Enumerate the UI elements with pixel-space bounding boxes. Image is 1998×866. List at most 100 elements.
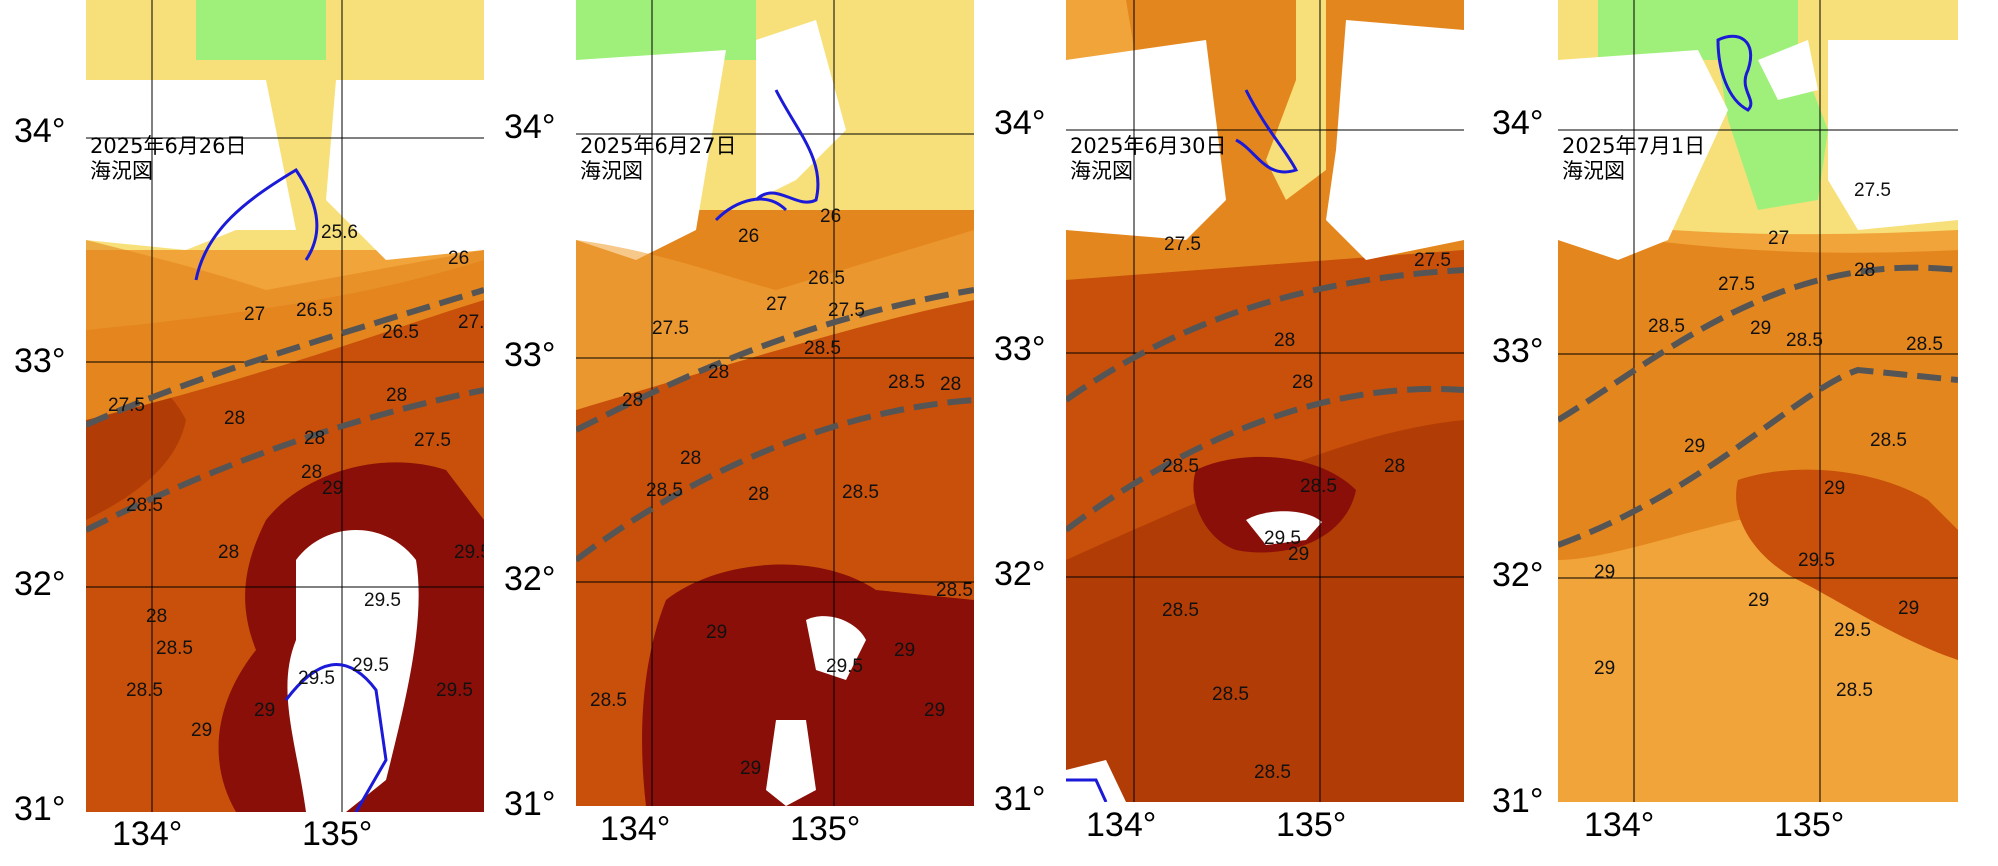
panel-subtitle: 海況図 bbox=[1070, 159, 1133, 183]
contour-label: 28.5 bbox=[888, 372, 925, 393]
contour-label: 26.5 bbox=[382, 322, 419, 343]
lat-label-33: 33° bbox=[504, 336, 556, 374]
contour-label: 29.5 bbox=[1798, 550, 1835, 571]
contour-label: 28 bbox=[748, 484, 770, 505]
contour-label: 27.5 bbox=[1718, 274, 1755, 295]
lat-label-32: 32° bbox=[14, 565, 66, 603]
contour-label: 26 bbox=[448, 248, 470, 269]
lat-label-31: 31° bbox=[994, 780, 1046, 818]
contour-label: 29 bbox=[191, 720, 213, 741]
contour-label: 29 bbox=[894, 640, 916, 661]
lat-label-34: 34° bbox=[14, 112, 66, 150]
contour-label: 28 bbox=[622, 390, 644, 411]
contour-label: 27.5 bbox=[414, 430, 451, 451]
lat-label-31: 31° bbox=[1492, 782, 1544, 820]
lat-label-32: 32° bbox=[1492, 556, 1544, 594]
contour-label: 29 bbox=[322, 478, 344, 499]
contour-label: 29.5 bbox=[364, 590, 401, 611]
contour-label: 29 bbox=[706, 622, 728, 643]
contour-label: 28.5 bbox=[156, 638, 193, 659]
contour-label: 28.5 bbox=[126, 680, 163, 701]
contour-label: 26 bbox=[738, 226, 760, 247]
panel-title-2: 2025年6月27日 海況図 bbox=[580, 134, 737, 184]
lon-label-134: 134° bbox=[112, 815, 183, 853]
contour-label: 28 bbox=[146, 606, 168, 627]
lon-label-135: 135° bbox=[1774, 806, 1845, 844]
contour-label: 28 bbox=[1274, 330, 1296, 351]
lat-label-31: 31° bbox=[504, 785, 556, 823]
contour-label: 28 bbox=[940, 374, 962, 395]
contour-label: 28.5 bbox=[842, 482, 879, 503]
contour-label: 28.5 bbox=[1162, 456, 1199, 477]
contour-label: 28.5 bbox=[1300, 476, 1337, 497]
lat-label-34: 34° bbox=[994, 104, 1046, 142]
contour-label: 27.5 bbox=[458, 312, 484, 333]
contour-label: 28.5 bbox=[1786, 330, 1823, 351]
lat-label-34: 34° bbox=[504, 108, 556, 146]
contour-label: 28.5 bbox=[1870, 430, 1907, 451]
contour-label: 28 bbox=[218, 542, 240, 563]
lat-label-32: 32° bbox=[994, 555, 1046, 593]
contour-label: 26.5 bbox=[808, 268, 845, 289]
contour-label: 28 bbox=[1384, 456, 1406, 477]
contour-label: 27.5 bbox=[828, 300, 865, 321]
contour-label: 28.5 bbox=[1906, 334, 1943, 355]
panel-subtitle: 海況図 bbox=[1562, 159, 1625, 183]
contour-label: 28 bbox=[680, 448, 702, 469]
panel-title-4: 2025年7月1日 海況図 bbox=[1562, 134, 1705, 184]
contour-label: 28.5 bbox=[1254, 762, 1291, 783]
contour-label: 27 bbox=[766, 294, 788, 315]
contour-label: 27.5 bbox=[1414, 250, 1451, 271]
lat-label-33: 33° bbox=[14, 342, 66, 380]
contour-label: 29 bbox=[1748, 590, 1770, 611]
contour-label: 28 bbox=[708, 362, 730, 383]
contour-label: 28.5 bbox=[1162, 600, 1199, 621]
contour-label: 28 bbox=[304, 428, 326, 449]
contour-label: 27.5 bbox=[108, 395, 145, 416]
map-canvas-1: 2025年6月26日 海況図 25.6 26 26.5 27 27.5 27.5… bbox=[86, 0, 484, 812]
lat-label-33: 33° bbox=[994, 330, 1046, 368]
map-canvas-3: 2025年6月30日 海況図 27.5 27.5 28 28 28 28.5 2… bbox=[1066, 0, 1464, 802]
lon-label-135: 135° bbox=[1276, 806, 1347, 844]
lon-label-134: 134° bbox=[1584, 806, 1655, 844]
contour-label: 28.5 bbox=[126, 495, 163, 516]
panel-title-3: 2025年6月30日 海況図 bbox=[1070, 134, 1227, 184]
contour-label: 28.5 bbox=[590, 690, 627, 711]
contour-label: 28 bbox=[224, 408, 246, 429]
contour-label: 29.5 bbox=[352, 655, 389, 676]
contour-label: 27 bbox=[1768, 228, 1790, 249]
contour-label: 28.5 bbox=[936, 580, 973, 601]
contour-label: 28 bbox=[1292, 372, 1314, 393]
contour-label: 29 bbox=[1750, 318, 1772, 339]
panel-date: 2025年6月30日 bbox=[1070, 134, 1227, 158]
contour-label: 29.5 bbox=[1264, 528, 1301, 549]
lat-label-32: 32° bbox=[504, 560, 556, 598]
contour-label: 29 bbox=[1594, 658, 1616, 679]
contour-label: 29 bbox=[1594, 562, 1616, 583]
contour-label: 29 bbox=[254, 700, 276, 721]
contour-label: 29 bbox=[1684, 436, 1706, 457]
contour-label: 29.5 bbox=[298, 668, 335, 689]
lon-label-134: 134° bbox=[600, 810, 671, 848]
contour-label: 27.5 bbox=[652, 318, 689, 339]
contour-label: 28.5 bbox=[646, 480, 683, 501]
lon-label-134: 134° bbox=[1086, 806, 1157, 844]
contour-label: 29 bbox=[1898, 598, 1920, 619]
lat-label-31: 31° bbox=[14, 790, 66, 828]
lat-label-34: 34° bbox=[1492, 104, 1544, 142]
contour-label: 29 bbox=[740, 758, 762, 779]
contour-label: 28.5 bbox=[1212, 684, 1249, 705]
panel-date: 2025年6月27日 bbox=[580, 134, 737, 158]
panel-title-1: 2025年6月26日 海況図 bbox=[90, 134, 247, 184]
contour-label: 28.5 bbox=[804, 338, 841, 359]
contour-label: 28 bbox=[301, 462, 323, 483]
map-canvas-4: 2025年7月1日 海況図 27 27.5 27.5 28 28.5 28.5 … bbox=[1558, 0, 1958, 802]
contour-label: 29.5 bbox=[436, 680, 473, 701]
lon-label-135: 135° bbox=[302, 815, 373, 853]
lon-label-135: 135° bbox=[790, 810, 861, 848]
map-canvas-2: 2025年6月27日 海況図 26 26 26.5 27 27.5 27.5 2… bbox=[576, 0, 974, 806]
panel-subtitle: 海況図 bbox=[580, 159, 643, 183]
contour-label: 27 bbox=[244, 304, 266, 325]
contour-label: 26.5 bbox=[296, 300, 333, 321]
contour-label: 29.5 bbox=[826, 656, 863, 677]
